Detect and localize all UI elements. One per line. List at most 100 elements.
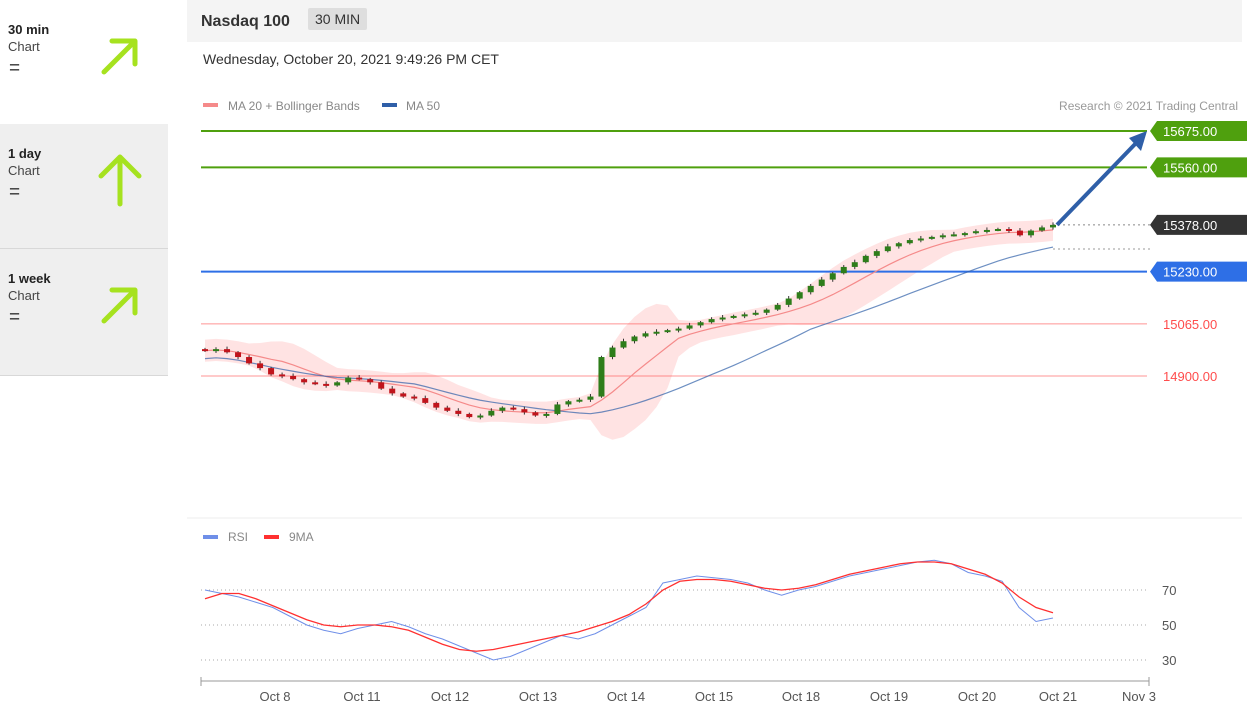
legend-9ma-swatch bbox=[264, 535, 279, 539]
candle-up bbox=[708, 319, 715, 323]
candle-down bbox=[202, 349, 208, 352]
candle-up bbox=[983, 229, 990, 232]
candle-up bbox=[477, 415, 484, 418]
candle-up bbox=[752, 312, 759, 315]
legend-ma20: MA 20 + Bollinger Bands bbox=[228, 99, 360, 113]
candle-down bbox=[466, 413, 473, 418]
rsi-9ma-line bbox=[204, 561, 1054, 652]
candle-up bbox=[642, 333, 649, 337]
rsi-tick-label: 30 bbox=[1162, 653, 1176, 668]
x-tick-label: Oct 8 bbox=[259, 689, 290, 704]
x-tick-label: Oct 19 bbox=[870, 689, 908, 704]
candle-up bbox=[554, 404, 561, 414]
candle-up bbox=[631, 336, 638, 342]
x-tick-label: Oct 13 bbox=[519, 689, 557, 704]
candle-up bbox=[730, 315, 737, 318]
timeframe-sidebar: 30 min Chart = 1 day Chart = 1 week Char… bbox=[0, 0, 168, 376]
candle-down bbox=[312, 382, 319, 385]
level-lines: 15675.00 15560.00 15378.00 15230.00 15065.00… bbox=[201, 121, 1247, 384]
candle-up bbox=[873, 251, 880, 256]
candle-up bbox=[972, 231, 979, 234]
candle-up bbox=[917, 238, 924, 241]
timeframe-30min[interactable]: 30 min Chart = bbox=[0, 0, 168, 125]
price-chart: MA 20 + Bollinger Bands MA 50 Research ©… bbox=[187, 99, 1247, 704]
legend-ma50: MA 50 bbox=[406, 99, 440, 113]
candle-down bbox=[521, 409, 528, 413]
candle-up bbox=[565, 401, 572, 405]
level-label-2: 15378.00 bbox=[1163, 218, 1217, 233]
candle-down bbox=[400, 393, 407, 397]
candle-up bbox=[950, 234, 957, 237]
equal-icon: = bbox=[9, 58, 21, 79]
candle-up bbox=[719, 317, 726, 320]
x-tick-label: Oct 21 bbox=[1039, 689, 1077, 704]
rsi-line bbox=[204, 559, 1054, 661]
candle-up bbox=[895, 243, 902, 247]
candle-up bbox=[686, 325, 693, 329]
x-tick-label: Oct 11 bbox=[343, 689, 380, 704]
candle-up bbox=[840, 266, 847, 274]
timeframe-sub: Chart bbox=[8, 163, 40, 178]
candle-up bbox=[785, 298, 792, 305]
candlesticks bbox=[202, 222, 1056, 420]
level-label-4: 15065.00 bbox=[1163, 317, 1217, 332]
chart-datetime: Wednesday, October 20, 2021 9:49:26 PM C… bbox=[203, 51, 499, 67]
x-axis: Oct 8 Oct 11 Oct 12 Oct 13 Oct 14 Oct 15 Oct 1… bbox=[200, 677, 1156, 704]
candle-up bbox=[829, 273, 836, 280]
candle-up bbox=[807, 285, 814, 293]
candle-up bbox=[620, 341, 627, 348]
x-tick-label: Oct 15 bbox=[695, 689, 733, 704]
candle-up bbox=[697, 322, 704, 326]
rsi-tick-label: 70 bbox=[1162, 583, 1176, 598]
candle-up bbox=[598, 357, 605, 397]
projection-line bbox=[1055, 138, 1141, 227]
x-tick-label: Nov 3 bbox=[1122, 689, 1156, 704]
candle-up bbox=[675, 328, 682, 331]
candle-down bbox=[323, 383, 330, 386]
candle-down bbox=[268, 368, 275, 375]
x-tick-label: Oct 12 bbox=[431, 689, 469, 704]
timeframe-name: 1 day bbox=[8, 146, 42, 161]
candle-down bbox=[444, 407, 451, 411]
timeframe-1day[interactable]: 1 day Chart = bbox=[0, 124, 168, 249]
rsi-tick-label: 50 bbox=[1162, 618, 1176, 633]
timeframe-sub: Chart bbox=[8, 288, 40, 303]
research-credit: Research © 2021 Trading Central bbox=[1059, 99, 1238, 113]
timeframe-name: 30 min bbox=[8, 22, 50, 37]
x-tick-label: Oct 18 bbox=[782, 689, 820, 704]
candle-up bbox=[499, 407, 506, 411]
level-tag-0 bbox=[1150, 121, 1247, 141]
projection-arrowhead bbox=[1129, 131, 1147, 151]
candle-up bbox=[774, 304, 781, 310]
candle-up bbox=[961, 233, 968, 236]
candle-down bbox=[1016, 230, 1023, 236]
candle-down bbox=[279, 374, 286, 377]
bollinger-fill bbox=[205, 218, 1053, 440]
candle-down bbox=[290, 376, 297, 380]
candle-up bbox=[543, 413, 550, 416]
candle-down bbox=[224, 349, 231, 353]
candle-down bbox=[367, 379, 374, 383]
level-tag-3 bbox=[1150, 261, 1247, 282]
candle-up bbox=[664, 330, 671, 333]
candle-up bbox=[796, 292, 803, 299]
candle-up bbox=[851, 262, 858, 267]
equal-icon: = bbox=[9, 182, 21, 203]
legend-ma20-swatch bbox=[203, 103, 218, 107]
legend-rsi: RSI bbox=[228, 530, 248, 544]
level-label-5: 14900.00 bbox=[1163, 369, 1217, 384]
candle-down bbox=[532, 412, 539, 416]
timeframe-badge[interactable]: 30 MIN bbox=[308, 8, 368, 30]
candle-down bbox=[411, 396, 418, 399]
arrow-up-right-icon bbox=[101, 287, 138, 324]
candle-down bbox=[422, 398, 429, 403]
candle-up bbox=[609, 347, 616, 358]
x-tick-label: Oct 20 bbox=[958, 689, 996, 704]
candle-up bbox=[1038, 227, 1045, 231]
rsi-panel: 30 50 70 bbox=[201, 559, 1176, 668]
candle-down bbox=[1005, 229, 1012, 231]
level-label-1: 15560.00 bbox=[1163, 160, 1217, 175]
level-tag-2 bbox=[1150, 214, 1247, 235]
timeframe-1week[interactable]: 1 week Chart = bbox=[0, 249, 168, 376]
chart-panel: Nasdaq 100 30 MIN Wednesday, October 20,… bbox=[187, 0, 1247, 716]
